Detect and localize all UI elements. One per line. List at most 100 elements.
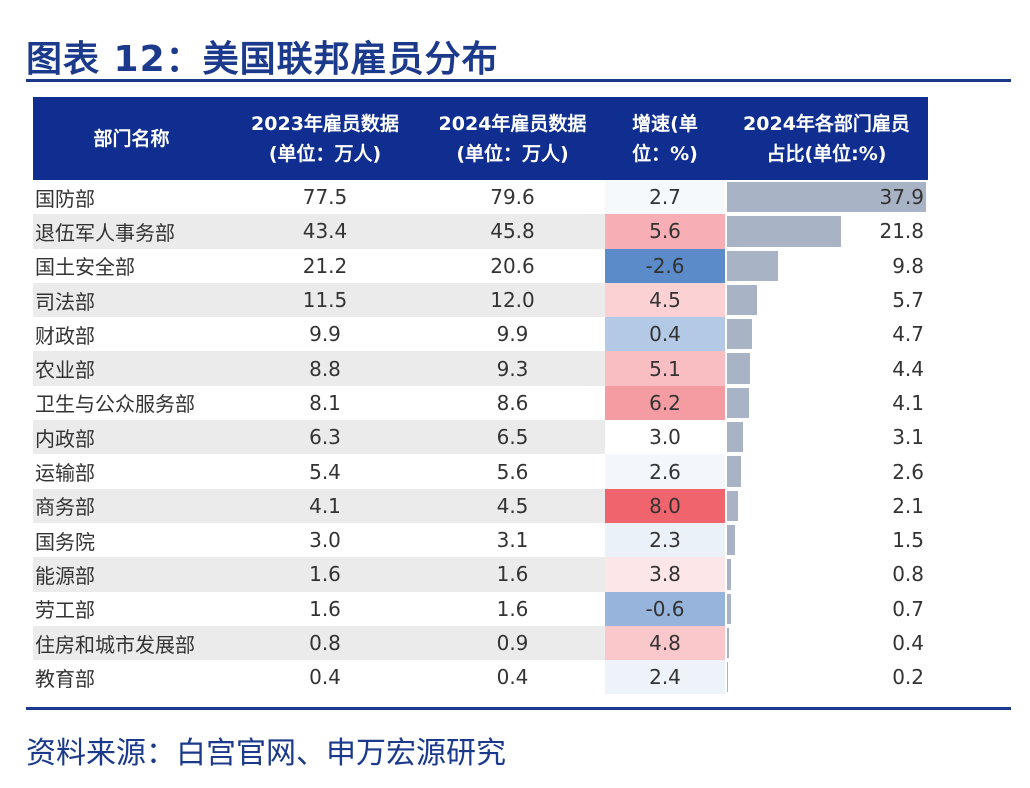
growth-rate: 8.0 bbox=[605, 488, 725, 523]
department-name: 能源部 bbox=[33, 557, 230, 592]
share-2024: 0.8 bbox=[725, 557, 928, 592]
share-value: 0.8 bbox=[892, 562, 924, 587]
share-2024: 0.2 bbox=[725, 660, 928, 695]
share-2024: 9.8 bbox=[725, 248, 928, 283]
department-name: 农业部 bbox=[33, 351, 230, 386]
employees-2024: 20.6 bbox=[490, 253, 535, 278]
department-name: 国土安全部 bbox=[35, 255, 135, 280]
share-2024: 5.7 bbox=[725, 282, 928, 318]
employees-2024: 9.3 bbox=[420, 351, 605, 386]
share-value: 2.6 bbox=[892, 459, 924, 484]
share-value: 0.2 bbox=[892, 665, 924, 690]
share-value: 0.7 bbox=[892, 596, 924, 621]
growth-rate: 2.7 bbox=[605, 180, 725, 215]
share-bar bbox=[727, 319, 752, 350]
share-value: 9.8 bbox=[892, 253, 924, 278]
share-2024: 2.1 bbox=[725, 488, 928, 523]
table-row: 国土安全部 21.2 20.6 -2.6 9.8 bbox=[33, 248, 928, 283]
table-row: 内政部 6.3 6.5 3.0 3.1 bbox=[33, 420, 928, 455]
share-value: 0.4 bbox=[892, 631, 924, 655]
share-bar bbox=[727, 524, 735, 556]
employees-2024: 5.6 bbox=[496, 459, 529, 484]
growth-rate: 5.6 bbox=[605, 214, 725, 249]
share-bar bbox=[727, 559, 732, 590]
share-2024: 1.5 bbox=[725, 522, 928, 558]
growth-rate: 2.4 bbox=[605, 660, 725, 695]
share-value: 3.1 bbox=[892, 425, 924, 450]
employees-2023: 3.0 bbox=[309, 528, 341, 553]
bottom-rule bbox=[26, 707, 1011, 710]
employees-2024: 6.5 bbox=[420, 420, 605, 455]
department-name: 住房和城市发展部 bbox=[33, 625, 230, 661]
column-header: 2024年雇员数据 (单位：万人) bbox=[420, 97, 605, 180]
share-bar bbox=[727, 216, 842, 247]
employees-2023: 0.4 bbox=[309, 665, 341, 690]
table-row: 运输部 5.4 5.6 2.6 2.6 bbox=[33, 454, 928, 489]
table-row: 劳工部 1.6 1.6 -0.6 0.7 bbox=[33, 591, 928, 626]
share-2024: 4.7 bbox=[725, 317, 928, 352]
share-2024: 0.4 bbox=[725, 625, 928, 661]
share-bar bbox=[727, 250, 779, 281]
source-note: 资料来源：白宫官网、申万宏源研究 bbox=[26, 736, 506, 771]
employees-2023: 8.8 bbox=[230, 351, 420, 386]
employees-2024: 3.1 bbox=[496, 528, 529, 553]
employees-2023: 9.9 bbox=[309, 322, 341, 347]
department-name: 劳工部 bbox=[35, 598, 95, 623]
table-row: 财政部 9.9 9.9 0.4 4.7 bbox=[33, 317, 928, 352]
department-name: 卫生与公众服务部 bbox=[35, 392, 195, 417]
table-row: 教育部 0.4 0.4 2.4 0.2 bbox=[33, 660, 928, 695]
share-value: 37.9 bbox=[879, 185, 924, 210]
column-header: 部门名称 bbox=[33, 97, 230, 180]
employees-2024: 9.9 bbox=[496, 322, 529, 347]
share-bar bbox=[727, 490, 739, 521]
growth-rate: 4.8 bbox=[605, 625, 725, 661]
share-bar bbox=[727, 353, 751, 384]
department-name: 国务院 bbox=[35, 529, 95, 554]
employees-2023: 8.1 bbox=[309, 390, 341, 415]
share-bar bbox=[727, 284, 757, 316]
employees-2023: 6.3 bbox=[230, 420, 420, 455]
growth-rate: 0.4 bbox=[605, 317, 725, 352]
department-name: 国防部 bbox=[35, 186, 95, 211]
growth-rate: -0.6 bbox=[605, 591, 725, 626]
department-name: 司法部 bbox=[33, 282, 230, 318]
share-2024: 4.1 bbox=[725, 385, 928, 421]
table-row: 卫生与公众服务部 8.1 8.6 6.2 4.1 bbox=[33, 385, 928, 421]
table-row: 住房和城市发展部 0.8 0.9 4.8 0.4 bbox=[33, 625, 928, 661]
share-bar bbox=[727, 593, 731, 624]
table-row: 国防部 77.5 79.6 2.7 37.9 bbox=[33, 180, 928, 215]
share-bar bbox=[727, 387, 749, 419]
share-2024: 0.7 bbox=[725, 591, 928, 626]
employees-2024: 79.6 bbox=[490, 185, 535, 210]
department-name: 教育部 bbox=[35, 666, 95, 691]
share-2024: 3.1 bbox=[725, 420, 928, 455]
share-value: 4.4 bbox=[892, 356, 924, 381]
share-bar bbox=[727, 627, 730, 659]
share-value: 2.1 bbox=[892, 493, 924, 518]
department-name: 财政部 bbox=[35, 323, 95, 348]
employees-2023: 4.1 bbox=[230, 488, 420, 523]
employees-2023: 21.2 bbox=[302, 253, 348, 278]
employees-2023: 11.5 bbox=[230, 282, 420, 318]
growth-rate: -2.6 bbox=[605, 248, 725, 283]
growth-rate: 2.6 bbox=[605, 454, 725, 489]
employees-2024: 12.0 bbox=[420, 282, 605, 318]
share-bar bbox=[727, 182, 926, 213]
share-value: 5.7 bbox=[892, 288, 924, 313]
employees-2024: 1.6 bbox=[496, 596, 529, 621]
growth-rate: 5.1 bbox=[605, 351, 725, 386]
growth-rate: 2.3 bbox=[605, 522, 725, 558]
header-row: 部门名称 2023年雇员数据 (单位：万人) 2024年雇员数据 (单位：万人) 增速… bbox=[33, 97, 928, 180]
employees-2024: 0.4 bbox=[496, 665, 529, 690]
department-name: 运输部 bbox=[35, 461, 95, 486]
department-name: 退伍军人事务部 bbox=[33, 214, 230, 249]
employees-2023: 1.6 bbox=[309, 596, 341, 621]
table-row: 农业部 8.8 9.3 5.1 4.4 bbox=[33, 351, 928, 386]
share-2024: 37.9 bbox=[725, 180, 928, 215]
share-value: 4.7 bbox=[892, 322, 924, 347]
growth-rate: 4.5 bbox=[605, 282, 725, 318]
column-header: 2023年雇员数据 (单位：万人) bbox=[230, 97, 420, 180]
employees-2024: 45.8 bbox=[420, 214, 605, 249]
share-bar bbox=[727, 662, 729, 693]
employees-2023: 77.5 bbox=[302, 185, 348, 210]
